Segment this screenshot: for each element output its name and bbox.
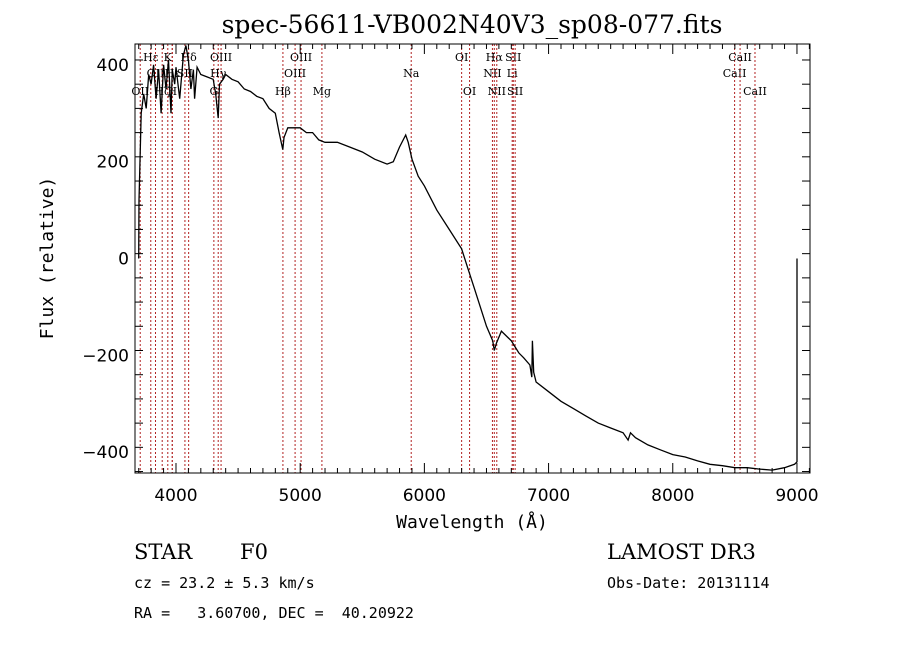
line-marker-label: Li bbox=[507, 67, 518, 80]
y-tick-label: 400 bbox=[97, 56, 129, 76]
line-marker-label: SII bbox=[507, 85, 523, 98]
obs-date: Obs-Date: 20131114 bbox=[607, 574, 770, 592]
line-marker-label: K bbox=[164, 51, 173, 64]
x-axis-label: Wavelength (Å) bbox=[396, 511, 548, 533]
line-marker-label: Hα bbox=[486, 51, 504, 64]
x-axis: 4000 5000 6000 7000 8000 9000 bbox=[138, 44, 819, 506]
line-marker-label: SII bbox=[505, 51, 521, 64]
x-tick-label: 8000 bbox=[651, 486, 694, 506]
y-tick-label: 0 bbox=[118, 250, 129, 270]
series-group bbox=[138, 45, 798, 471]
x-tick-label: 9000 bbox=[775, 486, 818, 506]
line-marker-label: Hβ bbox=[275, 85, 291, 98]
line-marker-label: OIII bbox=[284, 67, 306, 80]
survey-name: LAMOST DR3 bbox=[607, 540, 756, 564]
chart-title: spec-56611-VB002N40V3_sp08-077.fits bbox=[222, 10, 723, 39]
line-marker-label: OI bbox=[463, 85, 476, 98]
x-tick-label: 6000 bbox=[403, 486, 446, 506]
y-tick-label: −400 bbox=[82, 443, 129, 463]
x-tick-label: 4000 bbox=[154, 486, 197, 506]
line-marker-label: OI bbox=[455, 51, 468, 64]
x-tick-label: 7000 bbox=[527, 486, 570, 506]
line-marker-label: OII bbox=[147, 67, 165, 80]
spectrum-line bbox=[138, 45, 798, 471]
y-axis-label: Flux (relative) bbox=[37, 177, 58, 340]
line-marker-label: NII bbox=[488, 85, 506, 98]
line-marker-label: SII bbox=[177, 67, 193, 80]
line-marker-label: Hγ bbox=[210, 67, 227, 80]
x-tick-label: 5000 bbox=[279, 486, 322, 506]
line-markers: OIIHεOIIHζKHHεSIIHδGHγOIIIHβOIIIOIIIMgNa… bbox=[131, 44, 767, 473]
redshift-text: cz = 23.2 ± 5.3 km/s bbox=[134, 574, 315, 592]
object-class: STAR bbox=[134, 540, 193, 564]
line-marker-label: CaII bbox=[723, 67, 747, 80]
y-tick-label: 200 bbox=[97, 153, 129, 173]
line-marker-label: Na bbox=[403, 67, 420, 80]
line-marker-label: Hε bbox=[143, 51, 159, 64]
line-marker-label: G bbox=[209, 85, 218, 98]
line-marker-label: NII bbox=[483, 67, 501, 80]
y-tick-label: −200 bbox=[82, 346, 129, 366]
line-marker-label: CaII bbox=[743, 85, 767, 98]
line-marker-label: Mg bbox=[313, 85, 331, 98]
line-marker-label: CaII bbox=[728, 51, 752, 64]
line-marker-label: OIII bbox=[290, 51, 312, 64]
object-subclass: F0 bbox=[240, 540, 268, 564]
line-marker-label: OIII bbox=[210, 51, 232, 64]
y-axis: 400 200 0 −200 −400 bbox=[82, 56, 810, 473]
plot-frame bbox=[134, 43, 811, 474]
coordinates-text: RA = 3.60700, DEC = 40.20922 bbox=[134, 604, 414, 622]
line-marker-label: OII bbox=[131, 85, 149, 98]
line-marker-label: Hδ bbox=[181, 51, 198, 64]
